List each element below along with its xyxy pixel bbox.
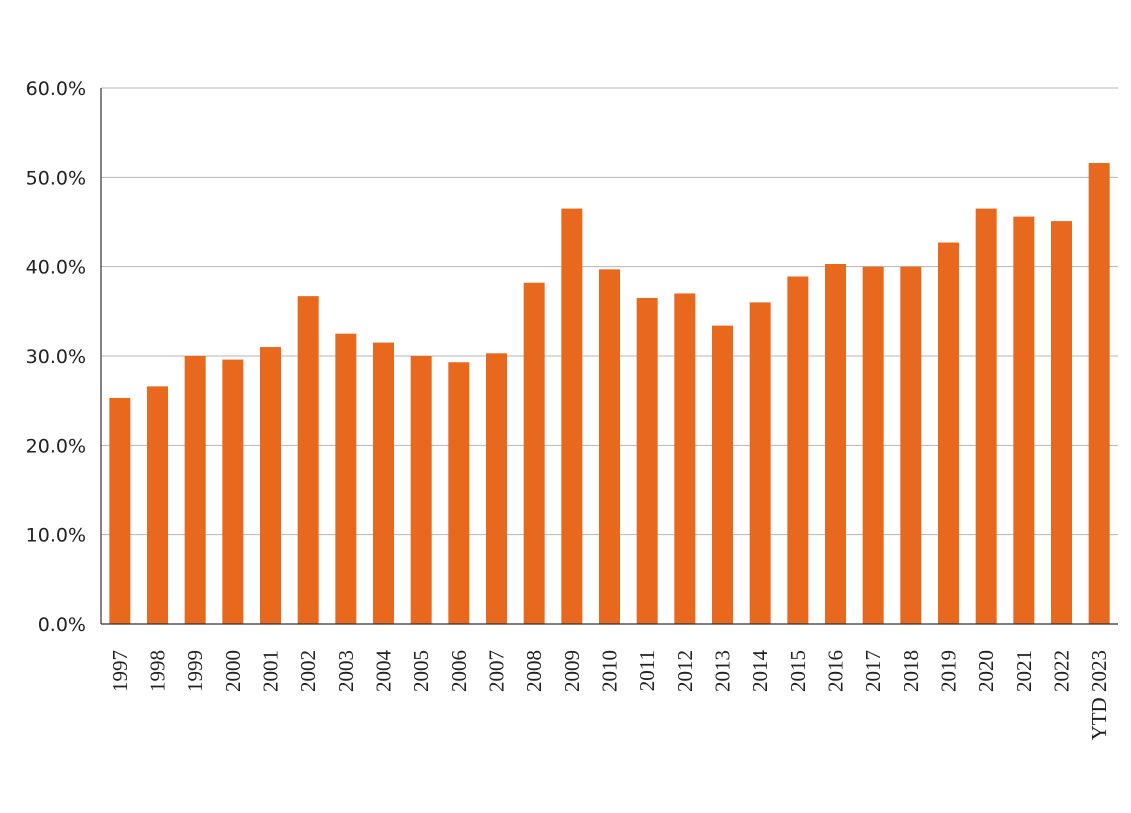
bar-2016: [825, 263, 846, 624]
x-tick-label: 2012: [673, 650, 697, 692]
x-tick-label: 2008: [522, 650, 546, 692]
bar-2021: [1013, 216, 1035, 624]
x-tick-label: 2021: [1012, 650, 1036, 692]
y-tick-label: 40.0%: [26, 257, 86, 279]
x-tick-label: 2002: [296, 650, 320, 692]
x-tick-label: 2001: [259, 650, 283, 692]
bar-2012: [674, 293, 696, 624]
bars: [109, 163, 1110, 625]
bar-2010: [599, 269, 620, 624]
x-tick-label: 2007: [485, 650, 509, 692]
x-tick-label: 2006: [447, 650, 471, 692]
bar-2013: [712, 325, 733, 624]
bar-2003: [335, 333, 357, 624]
y-tick-label: 50.0%: [26, 167, 86, 189]
x-tick-label: 2014: [748, 650, 772, 693]
bar-1997: [109, 397, 131, 624]
bar-2009: [561, 208, 583, 624]
x-tick-label: 2003: [334, 650, 358, 692]
bar-2011: [636, 297, 658, 624]
x-tick-label: 1997: [108, 650, 132, 692]
bar-2017: [862, 266, 884, 624]
x-tick-label: 2004: [372, 650, 396, 693]
bar-1998: [147, 386, 168, 624]
x-tick-label: 2017: [861, 650, 885, 692]
x-tick-label: 2013: [711, 650, 735, 692]
x-tick-label: 2015: [786, 650, 810, 692]
bar-2014: [749, 302, 771, 624]
x-tick-label: 2018: [899, 650, 923, 692]
x-tick-label: 1999: [183, 650, 207, 692]
axes: [100, 88, 1118, 625]
bar-2005: [410, 356, 432, 624]
x-tick-labels: 1997 1998 1999 2000 2001 2002 2003 2004 2005 2006…: [108, 650, 1111, 741]
bar-2018: [900, 266, 922, 624]
x-tick-label: 2005: [409, 650, 433, 692]
bar-2020: [975, 208, 997, 624]
y-tick-label: 30.0%: [26, 346, 86, 368]
y-tick-labels: 0.0% 10.0% 20.0% 30.0% 40.0% 50.0% 60.0%: [26, 78, 86, 636]
x-tick-label: 2016: [824, 650, 848, 692]
bar-2006: [448, 362, 470, 624]
x-tick-label: 2000: [221, 650, 245, 692]
x-tick-label: 2022: [1050, 650, 1074, 692]
x-tick-label: 2009: [560, 650, 584, 692]
bar-2015: [787, 276, 809, 624]
bar-2022: [1051, 221, 1072, 624]
y-tick-label: 20.0%: [26, 435, 86, 457]
y-tick-label: 10.0%: [26, 525, 86, 547]
bar-2000: [222, 359, 244, 624]
x-tick-label: 2020: [974, 650, 998, 692]
bar-ytd-2023: [1088, 163, 1110, 625]
bar-1999: [184, 356, 206, 624]
bar-2019: [938, 242, 959, 624]
bar-2007: [486, 353, 507, 624]
x-tick-label: YTD 2023: [1087, 650, 1111, 740]
x-tick-label: 2019: [937, 650, 961, 692]
bar-2002: [297, 296, 319, 624]
x-tick-label: 2010: [598, 650, 622, 692]
y-tick-label: 0.0%: [38, 614, 86, 636]
bar-2004: [373, 342, 394, 624]
y-tick-label: 60.0%: [26, 78, 86, 100]
x-tick-label: 1998: [146, 650, 170, 692]
x-tick-label: 2011: [635, 650, 659, 691]
bar-2008: [523, 282, 545, 624]
bar-2001: [260, 347, 281, 624]
